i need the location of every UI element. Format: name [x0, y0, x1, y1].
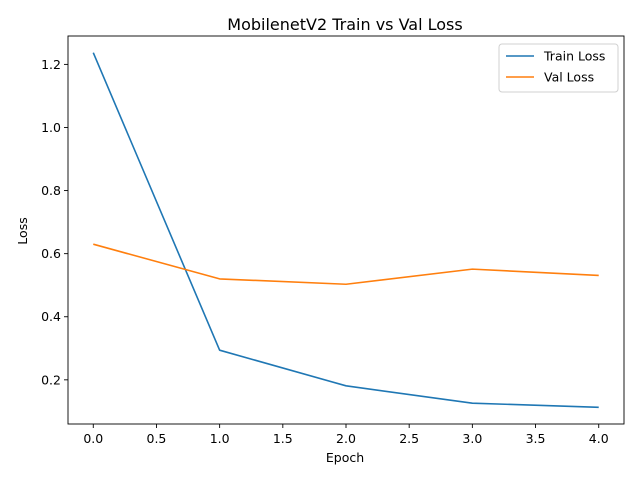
series-line-train-loss	[92, 52, 599, 409]
y-tick-label: 1.0	[41, 120, 61, 135]
x-tick-label: 3.0	[462, 431, 482, 446]
legend: Train Loss Val Loss	[498, 43, 619, 93]
x-tick-label: 1.0	[210, 431, 230, 446]
y-tick-label: 0.2	[41, 372, 61, 387]
x-tick-label: 4.0	[589, 431, 609, 446]
y-tick-label: 1.2	[41, 57, 61, 72]
series-line-val-loss	[93, 243, 599, 286]
x-tick-label: 3.5	[526, 431, 546, 446]
x-tick-label: 0.0	[83, 431, 103, 446]
x-axis-label: Epoch	[326, 450, 364, 465]
x-tick-label: 1.5	[273, 431, 293, 446]
y-axis-label: Loss	[15, 217, 30, 244]
legend-label-val-loss: Val Loss	[544, 70, 594, 85]
y-tick-label: 0.6	[41, 246, 61, 261]
chart-title: MobilenetV2 Train vs Val Loss	[227, 15, 462, 34]
legend-label-train-loss: Train Loss	[543, 49, 605, 64]
x-tick-label: 2.0	[336, 431, 356, 446]
y-tick-label: 0.8	[41, 183, 61, 198]
x-tick-label: 2.5	[399, 431, 419, 446]
plot-area: 0.0 0.5 1.0 1.5 2.0 2.5 3.0 3.5 4.0 0.2 0.4 0.6 0.8 1…	[41, 35, 625, 446]
x-tick-label: 0.5	[147, 431, 167, 446]
y-tick-label: 0.4	[41, 309, 61, 324]
